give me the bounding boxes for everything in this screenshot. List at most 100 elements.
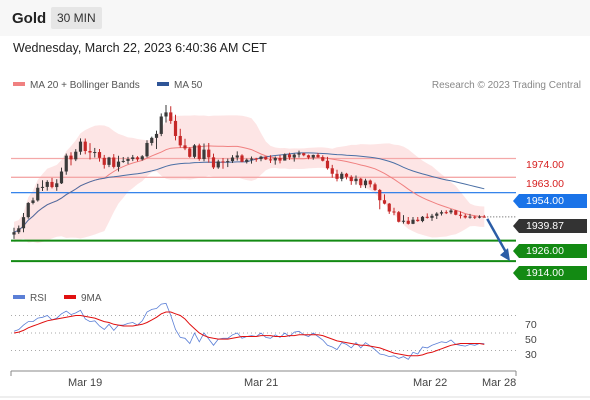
candle-body bbox=[311, 154, 315, 158]
candle-body bbox=[302, 153, 306, 156]
candle-body bbox=[259, 156, 263, 160]
candle-body bbox=[169, 112, 173, 121]
candle-body bbox=[69, 155, 73, 160]
legend-rsi: RSI bbox=[13, 293, 47, 305]
copyright: Research © 2023 Trading Central bbox=[431, 80, 581, 91]
datetime-label: Wednesday, March 22, 2023 6:40:36 AM CET bbox=[13, 41, 267, 55]
last-price-label: 1939.87 bbox=[513, 219, 587, 233]
candle-body bbox=[97, 152, 102, 158]
candle-body bbox=[150, 137, 154, 143]
forecast-arrow-head bbox=[500, 248, 510, 262]
candle-body bbox=[107, 157, 111, 165]
candle-body bbox=[40, 186, 45, 188]
timeframe-button[interactable]: 30 MIN bbox=[51, 7, 102, 29]
instrument-title: Gold bbox=[12, 10, 47, 27]
candle-body bbox=[368, 180, 372, 185]
candle-body bbox=[240, 155, 244, 162]
candle-body bbox=[420, 216, 425, 222]
candle-body bbox=[12, 232, 16, 235]
level-label-1974: 1974.00 bbox=[519, 158, 587, 172]
candle-body bbox=[378, 189, 382, 201]
legend-ma50: MA 50 bbox=[157, 80, 202, 92]
candle-body bbox=[64, 155, 68, 172]
candle-body bbox=[397, 212, 401, 222]
candle-body bbox=[221, 161, 225, 163]
candle-body bbox=[382, 200, 387, 204]
candle-body bbox=[406, 220, 410, 224]
rsi-tick-30: 30 bbox=[525, 349, 537, 361]
candle-body bbox=[202, 149, 206, 160]
candle-body bbox=[425, 216, 429, 218]
candle-body bbox=[292, 154, 296, 158]
candle-body bbox=[55, 183, 59, 188]
candle-body bbox=[126, 159, 130, 161]
candle-body bbox=[354, 178, 358, 182]
candle-body bbox=[316, 154, 320, 158]
candle-body bbox=[359, 178, 363, 186]
candle-body bbox=[17, 228, 21, 233]
candle-body bbox=[112, 157, 116, 167]
legend-ma20-swatch bbox=[13, 82, 25, 87]
candle-body bbox=[392, 211, 396, 213]
candle-body bbox=[121, 160, 125, 162]
candle-body bbox=[31, 200, 35, 203]
legend-9ma-label: 9MA bbox=[81, 293, 102, 304]
candle-body bbox=[401, 220, 406, 222]
candle-body bbox=[344, 173, 349, 177]
candle-body bbox=[131, 157, 135, 160]
x-tick-mar19: Mar 19 bbox=[68, 377, 103, 389]
candle-body bbox=[93, 152, 97, 154]
candle-body bbox=[245, 159, 249, 162]
candle-body bbox=[178, 135, 182, 146]
ma50-line bbox=[13, 152, 485, 233]
legend-ma20: MA 20 + Bollinger Bands bbox=[13, 80, 140, 92]
legend-ma50-label: MA 50 bbox=[174, 80, 203, 91]
candle-body bbox=[335, 173, 339, 179]
candle-body bbox=[83, 141, 87, 152]
candle-body bbox=[458, 214, 463, 216]
candle-body bbox=[330, 168, 334, 174]
candle-body bbox=[102, 157, 106, 165]
candle-body bbox=[306, 155, 311, 158]
candle-body bbox=[226, 161, 230, 163]
x-tick-mar22: Mar 22 bbox=[413, 377, 448, 389]
forecast-arrow bbox=[486, 218, 509, 255]
level-label-1954: 1954.00 bbox=[513, 194, 587, 208]
candle-body bbox=[216, 161, 220, 168]
candle-body bbox=[268, 159, 273, 161]
level-label-1926: 1926.00 bbox=[513, 244, 587, 258]
legend-9ma-swatch bbox=[64, 295, 76, 300]
candle-body bbox=[230, 157, 235, 162]
candle-body bbox=[411, 219, 415, 224]
candle-body bbox=[340, 173, 344, 179]
candle-body bbox=[249, 158, 254, 160]
candle-body bbox=[164, 112, 168, 117]
candle-body bbox=[349, 176, 353, 182]
candle-body bbox=[321, 157, 325, 161]
legend-rsi-label: RSI bbox=[30, 293, 47, 304]
candle-body bbox=[116, 161, 121, 167]
legend-rsi-swatch bbox=[13, 295, 25, 300]
candle-body bbox=[135, 157, 140, 160]
candle-body bbox=[140, 156, 144, 160]
bollinger-band-area bbox=[14, 115, 485, 244]
rsi-tick-70: 70 bbox=[525, 319, 537, 331]
candle-body bbox=[21, 217, 26, 229]
candle-body bbox=[50, 181, 54, 188]
candle-body bbox=[78, 141, 83, 152]
candle-body bbox=[154, 133, 159, 138]
candle-body bbox=[439, 212, 444, 214]
candle-body bbox=[444, 212, 448, 214]
candle-body bbox=[325, 160, 330, 169]
candle-body bbox=[145, 142, 149, 157]
rsi-tick-50: 50 bbox=[525, 334, 537, 346]
candle-body bbox=[26, 202, 30, 218]
legend-ma20-label: MA 20 + Bollinger Bands bbox=[30, 80, 140, 91]
candle-body bbox=[283, 154, 287, 161]
candle-body bbox=[88, 151, 92, 153]
candle-body bbox=[477, 216, 482, 218]
candle-body bbox=[473, 216, 477, 218]
candle-body bbox=[173, 120, 178, 136]
x-tick-mar28: Mar 28 bbox=[482, 377, 517, 389]
